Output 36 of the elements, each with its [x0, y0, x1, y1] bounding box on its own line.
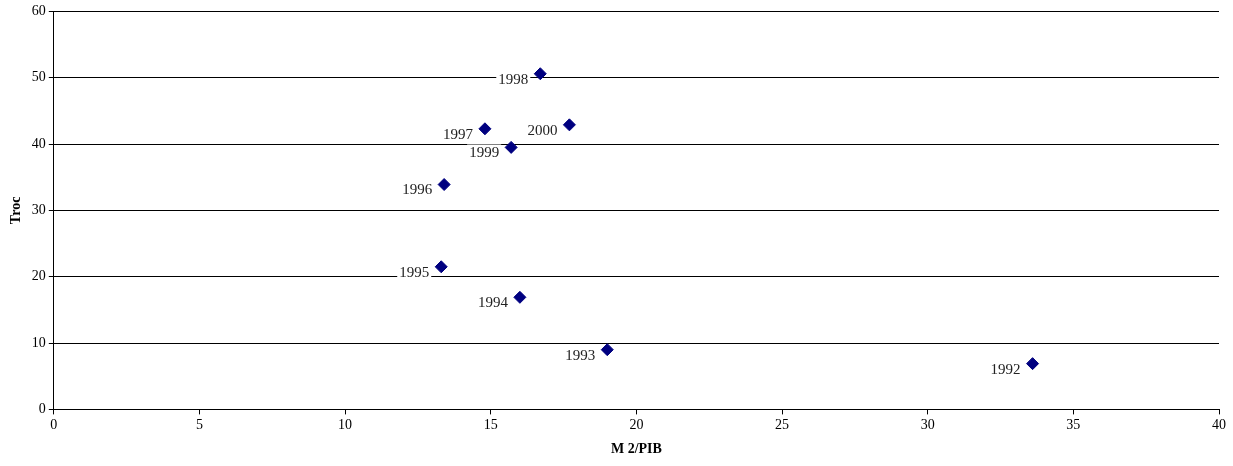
annotation: 1994	[477, 294, 509, 311]
x-tick-label: 0	[50, 417, 58, 433]
point	[434, 260, 448, 274]
point	[600, 343, 614, 357]
point	[533, 67, 547, 81]
annotation: 1995	[399, 263, 430, 280]
annotation: 1998	[498, 70, 529, 87]
point	[504, 140, 518, 154]
x-tick-label: 5	[195, 417, 203, 433]
point	[437, 178, 451, 192]
x-tick-label: 35	[1066, 417, 1081, 433]
x-tick-label: 40	[1212, 417, 1226, 433]
y-tick-label: 30	[31, 202, 46, 218]
y-tick-label: 0	[38, 401, 46, 417]
annotation: 2000	[527, 121, 558, 138]
annotation: 1999	[469, 144, 500, 161]
y-tick-label: 60	[31, 3, 46, 19]
point	[478, 122, 492, 136]
annotation: 1996	[402, 181, 433, 198]
x-tick-label: 10	[338, 417, 353, 433]
y-tick-label: 40	[31, 135, 46, 151]
point	[1026, 357, 1040, 371]
y-axis-title: Troc	[8, 196, 24, 225]
annotation: 1992	[990, 360, 1021, 377]
x-tick-label: 25	[775, 417, 790, 433]
point	[562, 118, 576, 132]
annotation: 1997	[442, 125, 474, 142]
x-tick-label: 30	[920, 417, 935, 433]
x-axis-title: M 2/PIB	[610, 441, 662, 457]
y-tick-label: 50	[31, 69, 46, 85]
x-tick-label: 15	[483, 417, 498, 433]
point	[513, 290, 527, 304]
y-tick-label: 20	[31, 268, 46, 284]
x-tick-label: 20	[629, 417, 644, 433]
y-tick-label: 10	[31, 334, 46, 350]
annotation: 1993	[565, 346, 596, 363]
